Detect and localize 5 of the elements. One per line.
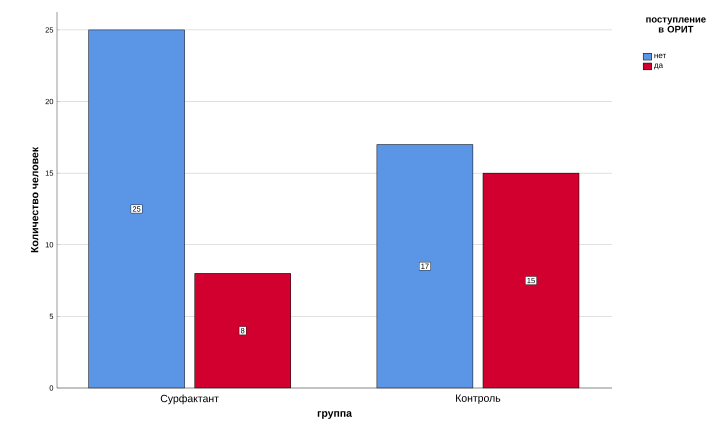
x-tick-label: Сурфактант	[160, 394, 219, 404]
y-axis-title: Количество человек	[31, 146, 38, 252]
x-axis-title: группа	[318, 411, 352, 419]
x-tick-label: Контроль	[456, 394, 500, 404]
legend-title: поступление в ОРИТ	[646, 17, 706, 33]
